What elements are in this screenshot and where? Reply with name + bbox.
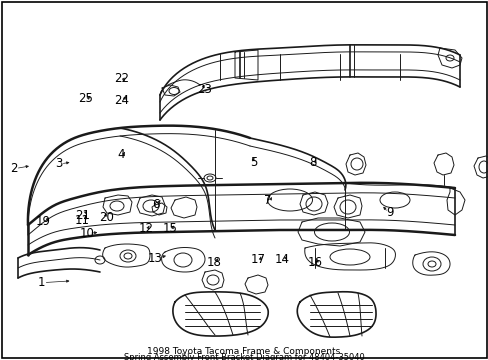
- Text: 11: 11: [75, 214, 89, 227]
- Text: 6: 6: [151, 198, 159, 211]
- Text: 1998 Toyota Tacoma Frame & Components: 1998 Toyota Tacoma Frame & Components: [147, 347, 340, 356]
- Text: 23: 23: [197, 83, 211, 96]
- Text: 14: 14: [275, 253, 289, 266]
- Text: 25: 25: [78, 93, 93, 105]
- Text: 12: 12: [138, 222, 153, 235]
- Text: 19: 19: [36, 215, 50, 228]
- Text: 17: 17: [250, 253, 265, 266]
- Text: 21: 21: [75, 209, 89, 222]
- Text: 2: 2: [10, 162, 18, 175]
- Text: 20: 20: [99, 211, 114, 224]
- Text: 9: 9: [386, 206, 393, 219]
- Text: 13: 13: [148, 252, 163, 265]
- Text: 8: 8: [308, 156, 316, 169]
- Text: 5: 5: [250, 156, 258, 169]
- Text: 22: 22: [114, 72, 128, 85]
- Text: 10: 10: [80, 227, 94, 240]
- Text: 15: 15: [163, 222, 177, 235]
- Text: 1: 1: [38, 276, 45, 289]
- Text: 16: 16: [307, 256, 322, 269]
- Text: Spring Assembly Front Bracket Diagram for 48404-35040: Spring Assembly Front Bracket Diagram fo…: [123, 354, 364, 360]
- Text: 7: 7: [264, 194, 271, 207]
- Text: 3: 3: [55, 157, 62, 170]
- Text: 18: 18: [206, 256, 221, 269]
- Text: 4: 4: [117, 148, 125, 161]
- Text: 24: 24: [114, 94, 128, 107]
